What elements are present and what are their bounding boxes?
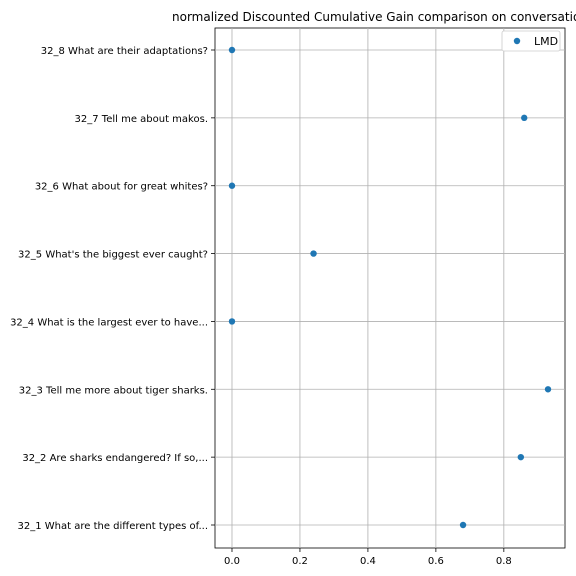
legend: LMD [501,30,561,52]
y-tick-label: 32_1 What are the different types of... [18,521,208,532]
data-point [517,453,525,461]
data-point [521,114,528,122]
legend-label-lmd: LMD [534,35,558,48]
data-point [310,250,317,257]
y-tick-label: 32_4 What is the largest ever to have... [10,317,208,328]
x-tick-label: 0.0 [224,556,240,567]
scatter-points [228,46,552,529]
data-point [544,386,552,393]
data-point [228,318,236,325]
x-gridlines [231,28,505,548]
legend-marker-lmd [513,37,521,45]
x-tick-label: 0.8 [496,556,512,567]
y-tick-label: 32_2 Are sharks endangered? If so,... [22,453,208,464]
y-gridlines [215,49,565,526]
y-axis: 32_1 What are the different types of... 3… [10,46,215,532]
x-axis: 0.0 0.2 0.4 0.6 0.8 [224,548,512,567]
x-tick-label: 0.4 [360,556,376,567]
y-tick-label: 32_5 What's the biggest ever caught? [18,250,208,261]
legend-box [501,30,561,52]
x-tick-label: 0.6 [428,556,444,567]
y-tick-label: 32_6 What about for great whites? [35,182,208,193]
data-point [228,182,236,189]
y-tick-label: 32_8 What are their adaptations? [41,46,208,57]
chart-title: normalized Discounted Cumulative Gain co… [172,10,576,24]
data-point [228,46,236,54]
y-tick-label: 32_7 Tell me about makos. [75,114,208,125]
y-tick-label: 32_3 Tell me more about tiger sharks. [19,385,208,396]
plot-area [214,27,566,549]
x-tick-label: 0.2 [292,556,308,567]
data-point [459,521,467,529]
